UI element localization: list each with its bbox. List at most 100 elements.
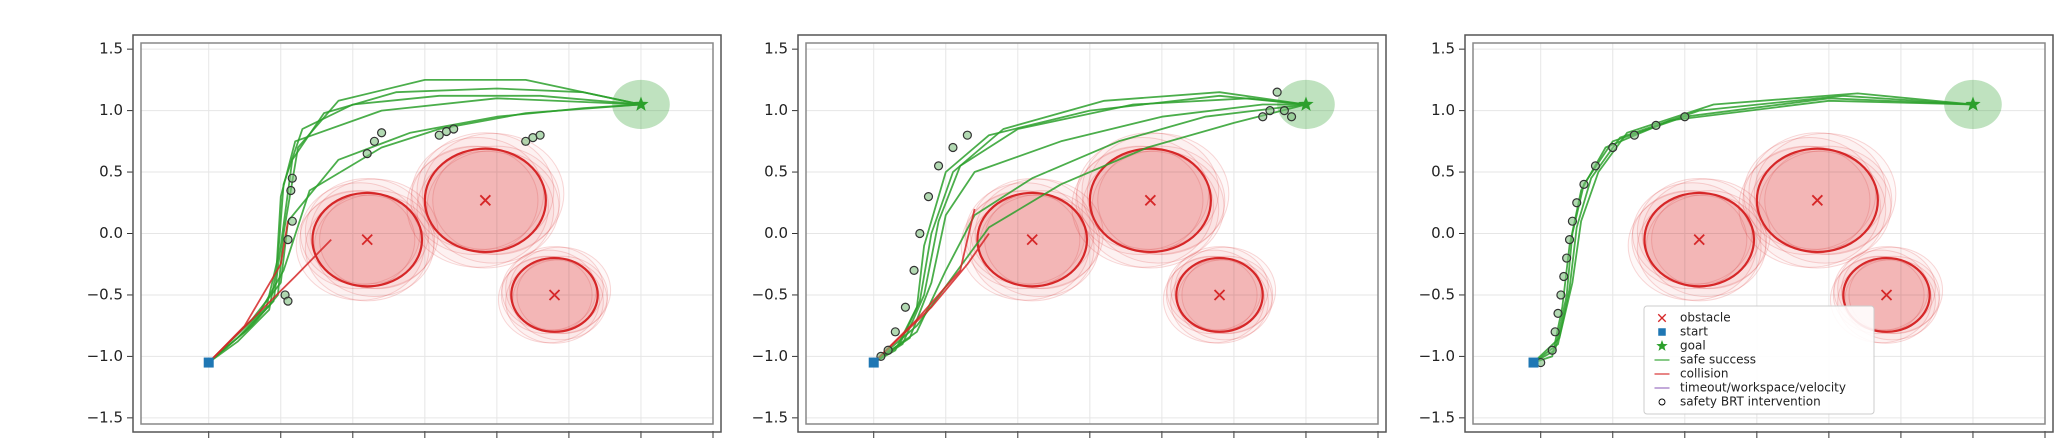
y-tick-label: 0.0 bbox=[1431, 224, 1455, 242]
circle-marker bbox=[876, 351, 886, 362]
square-marker bbox=[203, 357, 214, 368]
circle-marker bbox=[369, 136, 380, 146]
y-tick-label: 1.0 bbox=[99, 101, 123, 119]
obstacle-sample bbox=[1764, 145, 1893, 256]
panel: 1.5 1.0 0.5 0.0 −0.5 −1.0 −1.5 obstaclestartgoa… bbox=[1419, 34, 2054, 438]
square-marker bbox=[868, 357, 879, 368]
obstacle-sample bbox=[505, 259, 604, 344]
trajectory bbox=[208, 221, 289, 364]
circle-marker bbox=[1629, 130, 1639, 140]
circle-marker bbox=[883, 345, 893, 355]
circle-marker bbox=[1579, 179, 1589, 189]
star-marker bbox=[633, 96, 649, 111]
obstacle-sample bbox=[432, 145, 561, 256]
axes-frame bbox=[132, 34, 722, 433]
obstacle-sample bbox=[1840, 246, 1944, 334]
obstacle-sample bbox=[1071, 145, 1214, 268]
axes-frame bbox=[1464, 34, 2054, 433]
y-tick-label: −1.5 bbox=[752, 408, 788, 426]
circle-marker bbox=[909, 265, 919, 275]
obstacle-sample bbox=[1166, 249, 1262, 331]
obstacle-sample bbox=[1636, 177, 1762, 285]
plot-frame bbox=[1472, 42, 2046, 425]
obstacle-sample bbox=[505, 246, 604, 331]
x-marker bbox=[1144, 194, 1156, 206]
y-tick-label: 1.0 bbox=[764, 101, 788, 119]
circle-marker bbox=[933, 161, 944, 171]
obstacle-sample bbox=[295, 190, 425, 301]
y-tick-label: −0.5 bbox=[1419, 285, 1455, 303]
circle-marker bbox=[1564, 235, 1575, 245]
legend-label: safety BRT intervention bbox=[1680, 395, 1821, 409]
obstacle-sample bbox=[313, 194, 435, 297]
circle-marker bbox=[962, 130, 972, 140]
obstacle-sample bbox=[964, 190, 1081, 290]
circle-marker bbox=[283, 296, 293, 306]
obstacle-sample bbox=[1738, 145, 1881, 268]
obstacle-sample bbox=[1091, 150, 1225, 264]
circle-marker bbox=[1559, 271, 1569, 282]
circle-marker bbox=[1272, 87, 1282, 97]
obstacle-sample bbox=[1086, 132, 1230, 255]
obstacle-sample bbox=[421, 132, 565, 255]
obstacle-sample bbox=[1165, 255, 1258, 335]
circle-marker bbox=[362, 149, 372, 159]
square-marker bbox=[1528, 357, 1539, 368]
obstacle-sample bbox=[300, 182, 421, 286]
legend-label: start bbox=[1680, 325, 1708, 339]
circle-marker bbox=[449, 124, 459, 134]
y-tick-label: −1.5 bbox=[87, 408, 123, 426]
obstacle-sample bbox=[416, 132, 555, 250]
x-marker bbox=[548, 289, 561, 301]
circle-marker bbox=[535, 130, 545, 140]
circle-marker bbox=[900, 302, 911, 312]
obstacle-sample bbox=[1748, 132, 1887, 250]
circle-marker bbox=[286, 185, 296, 196]
obstacle-sample bbox=[1833, 249, 1929, 331]
y-tick-label: 1.5 bbox=[99, 40, 123, 58]
obstacle-sample bbox=[1742, 145, 1871, 256]
obstacle-sample bbox=[1177, 258, 1273, 341]
obstacle-sample bbox=[1170, 259, 1269, 344]
obstacle-sample bbox=[1743, 136, 1877, 251]
circle-marker bbox=[434, 130, 444, 140]
circle-marker bbox=[287, 173, 297, 183]
circle-marker bbox=[1547, 345, 1557, 355]
y-tick-label: 1.5 bbox=[1431, 40, 1455, 58]
x-marker bbox=[1026, 234, 1038, 246]
y-tick-label: −1.0 bbox=[752, 347, 788, 365]
trajectory bbox=[208, 79, 642, 364]
trajectory bbox=[873, 232, 990, 364]
y-tick-label: −1.0 bbox=[87, 347, 123, 365]
y-tick-label: −0.5 bbox=[87, 285, 123, 303]
obstacle-sample bbox=[411, 136, 545, 251]
obstacle-sample bbox=[299, 190, 416, 290]
obstacle-sample bbox=[1753, 132, 1897, 255]
obstacle-sample bbox=[319, 190, 436, 290]
trajectory bbox=[873, 103, 1307, 364]
star-marker bbox=[1298, 96, 1314, 111]
obstacle-sample bbox=[1844, 258, 1940, 341]
x-marker bbox=[479, 194, 491, 206]
obstacle-sample bbox=[1075, 145, 1204, 256]
obstacle-sample bbox=[406, 145, 549, 268]
plot-frame bbox=[140, 42, 714, 425]
obstacle-sample bbox=[1848, 255, 1941, 335]
circle-marker bbox=[287, 216, 297, 226]
obstacle-sample bbox=[960, 190, 1090, 301]
circle-marker bbox=[377, 128, 387, 138]
obstacle-sample bbox=[1627, 190, 1757, 301]
legend-label: collision bbox=[1680, 367, 1728, 381]
trajectory bbox=[208, 97, 642, 364]
circle-marker bbox=[1279, 105, 1289, 116]
obstacle-sample bbox=[410, 145, 539, 256]
circle-marker bbox=[1556, 290, 1566, 300]
star-marker bbox=[1965, 96, 1981, 111]
obstacle-sample bbox=[1632, 182, 1753, 286]
obstacle-sample bbox=[1170, 246, 1269, 331]
circle-marker bbox=[1572, 198, 1582, 208]
obstacle-sample bbox=[426, 150, 560, 264]
legend-label: safe success bbox=[1680, 353, 1756, 367]
obstacle-sample bbox=[1181, 255, 1274, 335]
